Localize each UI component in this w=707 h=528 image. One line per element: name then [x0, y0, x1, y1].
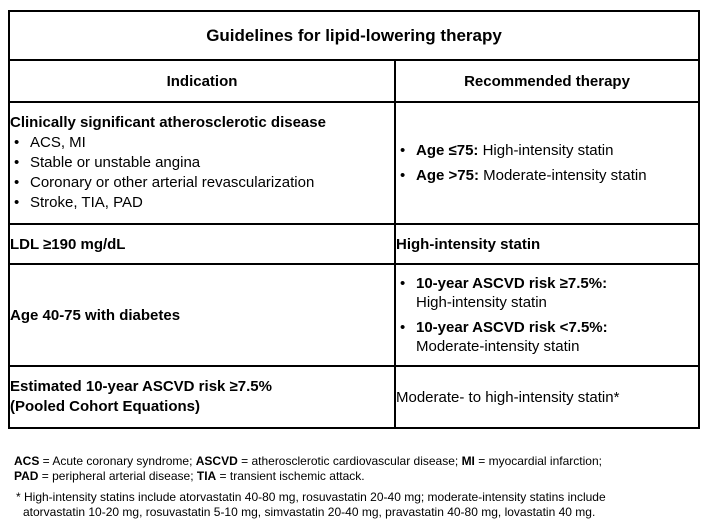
indication-cell: Estimated 10-year ASCVD risk ≥7.5% (Pool…: [8, 365, 396, 429]
table-row: Clinically significant atherosclerotic d…: [8, 101, 701, 225]
therapy-list: Age ≤75: High-intensity statin Age >75: …: [396, 141, 698, 185]
therapy-label: 10-year ASCVD risk ≥7.5%:: [416, 275, 608, 292]
therapy-text: High-intensity statin: [416, 294, 547, 311]
abbrev-term: ASCVD: [195, 454, 238, 468]
table-title: Guidelines for lipid-lowering therapy: [7, 10, 701, 61]
therapy-cell: 10-year ASCVD risk ≥7.5%: High-intensity …: [393, 263, 701, 367]
abbrev-def: = peripheral arterial disease;: [38, 469, 197, 483]
therapy-cell: High-intensity statin: [393, 223, 701, 265]
therapy-text: High-intensity statin: [478, 142, 614, 159]
table-row: Age 40-75 with diabetes 10-year ASCVD ri…: [8, 263, 701, 367]
statin-note-line: * High-intensity statins include atorvas…: [16, 490, 606, 504]
abbrev-term: PAD: [14, 469, 39, 483]
list-item: ACS, MI: [10, 133, 394, 153]
indication-line: Estimated 10-year ASCVD risk ≥7.5%: [10, 378, 272, 395]
abbrev-def: = myocardial infarction;: [474, 454, 602, 468]
statin-footnote: * High-intensity statins include atorvas…: [16, 490, 706, 520]
indication-cell: LDL ≥190 mg/dL: [8, 223, 396, 265]
indication-title: Clinically significant atherosclerotic d…: [10, 114, 326, 131]
indication-cell: Age 40-75 with diabetes: [8, 263, 396, 367]
list-item: Age ≤75: High-intensity statin: [396, 141, 698, 160]
therapy-label: Age >75:: [416, 167, 479, 184]
table-row: LDL ≥190 mg/dL High-intensity statin: [8, 223, 701, 265]
abbrev-def: = atherosclerotic cardiovascular disease…: [237, 454, 462, 468]
abbrev-term: MI: [461, 454, 475, 468]
abbrev-term: ACS: [14, 454, 40, 468]
therapy-cell: Moderate- to high-intensity statin*: [393, 365, 701, 429]
abbreviation-footnote: ACS = Acute coronary syndrome; ASCVD = a…: [14, 454, 704, 484]
indication-cell: Clinically significant atherosclerotic d…: [8, 101, 396, 225]
header-therapy: Recommended therapy: [393, 59, 701, 103]
list-item: Stable or unstable angina: [10, 153, 394, 173]
statin-note-line: atorvastatin 10-20 mg, rosuvastatin 5-10…: [23, 505, 596, 519]
therapy-list: 10-year ASCVD risk ≥7.5%: High-intensity …: [396, 274, 698, 356]
abbrev-term: TIA: [196, 469, 217, 483]
list-item: Stroke, TIA, PAD: [10, 193, 394, 213]
lipid-guideline-table: Guidelines for lipid-lowering therapy In…: [7, 10, 701, 429]
therapy-label: 10-year ASCVD risk <7.5%:: [416, 319, 608, 336]
list-item: 10-year ASCVD risk <7.5%: Moderate-intens…: [396, 318, 698, 356]
therapy-cell: Age ≤75: High-intensity statin Age >75: …: [393, 101, 701, 225]
therapy-label: Age ≤75:: [416, 142, 479, 159]
abbrev-def: = transient ischemic attack.: [216, 469, 365, 483]
list-item: 10-year ASCVD risk ≥7.5%: High-intensity …: [396, 274, 698, 312]
list-item: Coronary or other arterial revasculariza…: [10, 173, 394, 193]
indication-list: ACS, MI Stable or unstable angina Corona…: [10, 133, 394, 213]
indication-line: (Pooled Cohort Equations): [10, 398, 200, 415]
abbrev-def: = Acute coronary syndrome;: [39, 454, 196, 468]
therapy-text: Moderate-intensity statin: [416, 338, 580, 355]
therapy-text: Moderate-intensity statin: [478, 167, 647, 184]
table-row: Estimated 10-year ASCVD risk ≥7.5% (Pool…: [8, 365, 701, 429]
header-indication: Indication: [8, 59, 396, 103]
list-item: Age >75: Moderate-intensity statin: [396, 166, 698, 185]
